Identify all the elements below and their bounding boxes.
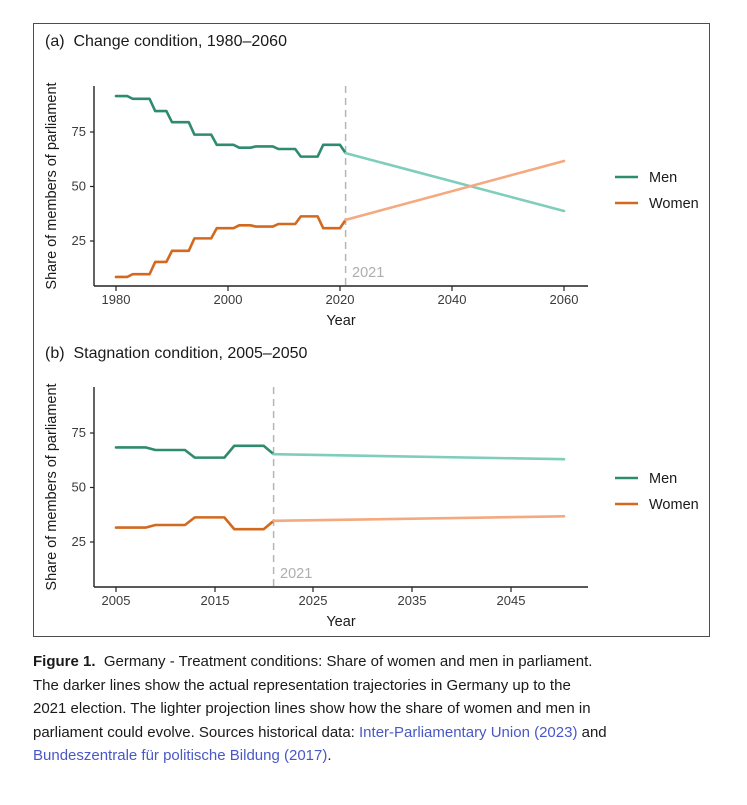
svg-text:2015: 2015	[201, 593, 230, 608]
svg-text:Men: Men	[649, 471, 677, 487]
svg-text:50: 50	[72, 480, 86, 495]
svg-text:2025: 2025	[299, 593, 328, 608]
svg-text:Women: Women	[649, 497, 699, 513]
svg-text:2005: 2005	[102, 593, 131, 608]
svg-text:Year: Year	[326, 614, 355, 630]
svg-text:2045: 2045	[497, 593, 526, 608]
svg-text:Share of members of parliament: Share of members of parliament	[44, 383, 60, 590]
svg-text:2035: 2035	[398, 593, 427, 608]
svg-text:2021: 2021	[280, 566, 312, 582]
svg-text:25: 25	[72, 534, 86, 549]
svg-text:75: 75	[72, 425, 86, 440]
